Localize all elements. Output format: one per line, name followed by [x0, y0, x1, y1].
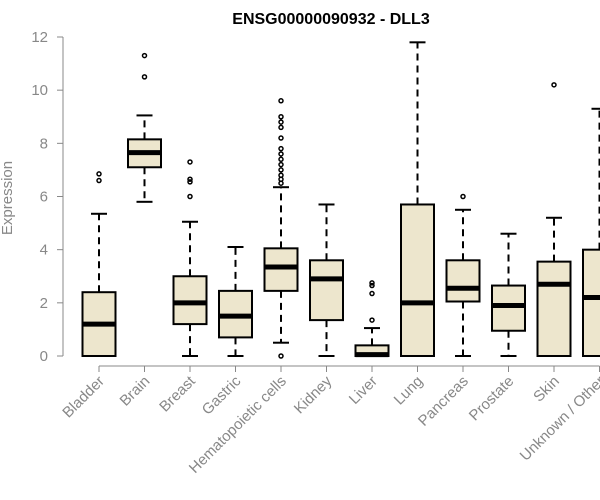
outlier-point: [141, 52, 148, 59]
y-tick-label: 4: [40, 242, 48, 259]
outlier-point: [187, 159, 193, 165]
iqr-box: [582, 248, 600, 358]
y-tick-label: 12: [31, 29, 48, 46]
outlier-point: [369, 317, 375, 323]
box-bladder: [81, 171, 117, 358]
outlier-point: [278, 151, 284, 157]
iqr-box: [536, 260, 572, 358]
box-kidney: [309, 203, 344, 357]
iqr-box: [172, 275, 208, 326]
x-tick-label: Brain: [117, 373, 154, 410]
box-unknown-other: [582, 107, 600, 358]
box-liver: [354, 280, 390, 358]
outlier-point: [460, 193, 466, 200]
y-tick-label: 6: [40, 189, 48, 206]
x-tick-label: Breast: [156, 372, 199, 415]
outlier-point: [278, 135, 284, 141]
box-breast: [172, 159, 208, 357]
outlier-point: [278, 124, 284, 131]
iqr-box: [263, 247, 299, 292]
x-tick-label: Kidney: [291, 372, 336, 417]
outlier-point: [369, 282, 375, 289]
outlier-point: [278, 172, 284, 178]
x-tick-label: Pancreas: [415, 373, 472, 430]
outlier-point: [141, 74, 148, 80]
iqr-box: [309, 259, 344, 322]
outlier-point: [278, 156, 284, 163]
x-tick-label: Bladder: [59, 373, 108, 422]
y-tick-label: 0: [40, 348, 48, 365]
box-hematopoietic-cells: [263, 98, 299, 359]
outlier-point: [369, 290, 375, 297]
x-tick-label: Liver: [346, 373, 381, 408]
outlier-point: [278, 167, 284, 173]
y-tick-label: 2: [40, 295, 48, 312]
outlier-point: [278, 114, 284, 120]
x-tick-label: Skin: [530, 373, 563, 406]
box-skin: [536, 82, 572, 358]
outlier-point: [96, 171, 102, 177]
outlier-point: [278, 98, 284, 104]
chart-title: ENSG00000090932 - DLL3: [232, 11, 430, 28]
x-tick-label: Lung: [391, 373, 427, 409]
outlier-point: [187, 193, 193, 200]
outlier-point: [278, 119, 284, 125]
outlier-point: [551, 82, 557, 88]
outlier-point: [369, 280, 375, 286]
outlier-point: [278, 145, 284, 152]
iqr-box: [445, 259, 481, 303]
iqr-box: [400, 203, 435, 357]
box-gastric: [218, 246, 253, 357]
box-prostate: [491, 232, 526, 357]
x-tick-label: Prostate: [466, 373, 518, 425]
box-pancreas: [445, 193, 481, 357]
box-lung: [400, 41, 435, 357]
outlier-point: [96, 177, 102, 184]
y-axis-label: Expression: [0, 161, 16, 235]
outlier-point: [187, 179, 193, 185]
box-series: [81, 41, 600, 359]
outlier-point: [278, 353, 284, 359]
y-tick-label: 10: [31, 82, 48, 99]
box-brain: [127, 52, 162, 203]
outlier-point: [278, 161, 284, 168]
iqr-box: [491, 284, 526, 332]
y-axis: 0 2 4 6 8 10 12: [31, 29, 64, 365]
outlier-point: [187, 176, 193, 182]
y-tick-label: 8: [40, 135, 48, 152]
